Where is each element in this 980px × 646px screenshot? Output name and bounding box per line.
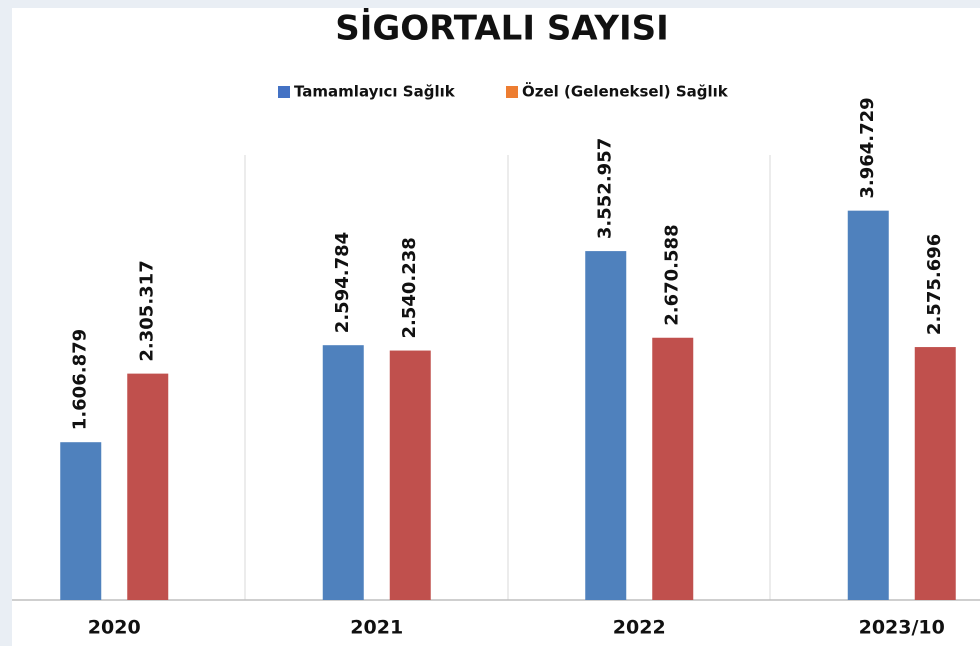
bar (127, 373, 169, 600)
bar (389, 350, 431, 600)
bar (847, 210, 889, 600)
bar (322, 345, 364, 600)
data-label: 2.305.317 (137, 260, 158, 361)
legend-label: Özel (Geleneksel) Sağlık (522, 82, 729, 101)
x-tick-label: 2020 (88, 617, 141, 639)
x-tick-label: 2023/10 (859, 617, 945, 639)
legend-swatch (278, 86, 290, 98)
bar (60, 442, 102, 600)
bar (585, 251, 627, 601)
data-label: 3.552.957 (595, 138, 616, 239)
x-tick-label: 2021 (350, 617, 403, 639)
bar (914, 347, 956, 600)
legend-swatch (506, 86, 518, 98)
data-label: 1.606.879 (70, 329, 91, 430)
data-label: 2.670.588 (662, 224, 683, 325)
panel (12, 8, 980, 646)
legend-label: Tamamlayıcı Sağlık (294, 83, 456, 101)
bar (652, 337, 694, 600)
data-label: 2.540.238 (399, 237, 420, 338)
data-label: 2.594.784 (332, 232, 353, 333)
chart-title: SİGORTALI SAYISI (335, 8, 669, 49)
data-label: 2.575.696 (924, 234, 945, 335)
x-tick-label: 2022 (613, 617, 666, 639)
data-label: 3.964.729 (857, 97, 878, 198)
